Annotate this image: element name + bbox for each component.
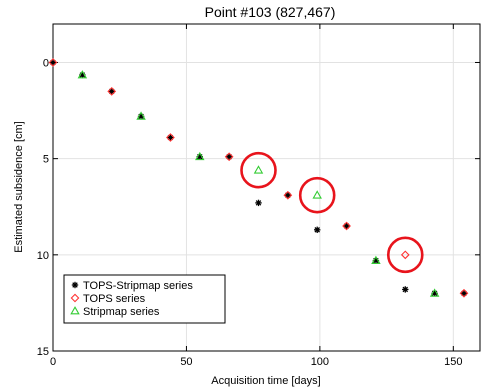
highlight-circle: [240, 151, 277, 189]
plot-frame: [52, 23, 481, 352]
triangle-marker: [429, 288, 440, 297]
asterisk-marker: [108, 88, 115, 95]
y-tick-label: 15: [37, 346, 49, 358]
asterisk-marker: [314, 226, 321, 234]
x-axis-label: Acquisition time [days]: [211, 375, 320, 387]
asterisk-marker: [284, 191, 292, 199]
asterisk-marker: [255, 199, 262, 207]
axis-ticks: 0 50 100 150 0 5 10 15: [37, 24, 480, 368]
y-axis-label: Estimated subsidence [cm]: [13, 121, 25, 252]
asterisk-marker: [225, 153, 233, 160]
diamond-marker: [48, 58, 58, 67]
asterisk-marker: [402, 286, 409, 293]
asterisk-marker: [460, 290, 468, 297]
grid: [53, 24, 480, 351]
legend-box: [63, 274, 226, 324]
chart-title: Point #103 (827,467): [205, 4, 336, 20]
asterisk-marker: [49, 59, 57, 66]
legend-asterisk-icon: [71, 281, 79, 289]
highlight-circles: [240, 151, 424, 274]
legend-entry: Stripmap series: [83, 306, 160, 318]
x-tick-label: 100: [311, 356, 329, 368]
legend-entry: TOPS-Stripmap series: [83, 280, 193, 292]
triangle-marker: [371, 255, 381, 264]
diamond-marker: [166, 133, 175, 142]
legend-triangle-icon: [70, 306, 80, 315]
triangle-marker: [136, 111, 146, 120]
series-markers: [48, 58, 469, 298]
legend-entry: TOPS series: [83, 293, 146, 305]
diamond-marker: [459, 288, 469, 298]
triangle-marker: [312, 190, 322, 199]
asterisk-marker: [167, 134, 174, 141]
y-tick-label: 0: [43, 57, 49, 69]
diamond-marker: [283, 190, 293, 200]
triangle-marker: [195, 151, 205, 161]
triangle-marker: [77, 70, 88, 79]
diamond-marker: [224, 152, 234, 162]
diamond-marker: [400, 250, 410, 260]
x-tick-label: 50: [180, 356, 192, 368]
triangle-marker: [253, 165, 264, 174]
x-tick-label: 150: [444, 356, 462, 368]
highlight-circle: [298, 176, 336, 214]
highlight-circle: [386, 236, 424, 274]
y-tick-label: 10: [37, 250, 49, 262]
diamond-marker: [342, 221, 351, 231]
x-tick-label: 0: [50, 356, 56, 368]
legend-diamond-icon: [70, 293, 80, 303]
diamond-marker: [107, 86, 117, 96]
asterisk-marker: [343, 222, 350, 230]
y-tick-label: 5: [43, 154, 49, 166]
